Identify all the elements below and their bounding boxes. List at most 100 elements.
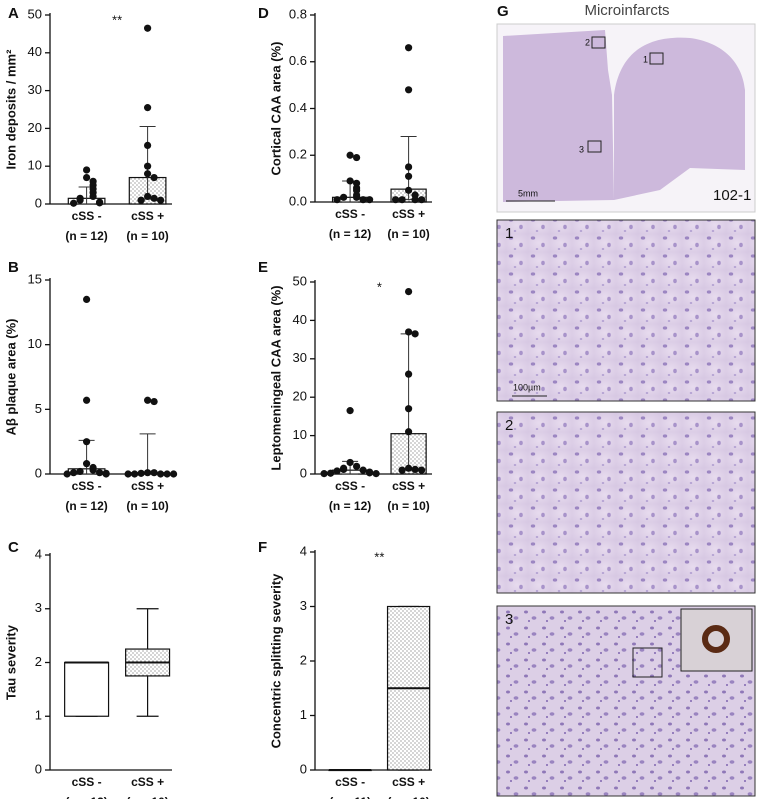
data-point xyxy=(83,166,91,174)
data-point xyxy=(392,196,400,204)
data-point xyxy=(83,438,91,446)
roi-label: 2 xyxy=(585,37,590,47)
y-tick-label: 20 xyxy=(293,389,307,404)
data-point xyxy=(405,186,413,194)
y-tick-label: 20 xyxy=(28,120,42,135)
x-tick-sublabel: (n = 12) xyxy=(329,499,371,513)
y-tick-label: 0.0 xyxy=(289,193,307,208)
panel-label: B xyxy=(8,259,19,276)
y-axis-label: Cortical CAA area (%) xyxy=(268,42,283,176)
data-point xyxy=(346,177,354,185)
x-tick-label: cSS + xyxy=(131,775,164,789)
x-tick-label: cSS - xyxy=(335,775,365,789)
y-tick-label: 0.2 xyxy=(289,147,307,162)
data-point xyxy=(405,464,413,472)
data-point xyxy=(372,470,380,478)
data-point xyxy=(411,465,419,473)
scale-label: 5mm xyxy=(518,188,538,198)
x-tick-sublabel: (n = 10) xyxy=(126,229,168,243)
data-point xyxy=(144,396,152,404)
chart: C 0 1 2 3 4 Tau severity cSS - (n = 12) cSS + (n =… xyxy=(3,539,172,804)
roi-box xyxy=(632,647,663,678)
micrograph xyxy=(496,219,756,402)
x-tick-sublabel: (n = 10) xyxy=(387,499,429,513)
x-tick-label: cSS + xyxy=(392,479,425,493)
data-point xyxy=(398,196,406,204)
y-tick-label: 5 xyxy=(35,401,42,416)
panel-title: Microinfarcts xyxy=(584,2,669,19)
data-point xyxy=(157,470,165,478)
x-tick-sublabel: (n = 10) xyxy=(387,227,429,241)
x-tick-label: cSS + xyxy=(392,775,425,789)
data-point xyxy=(320,470,328,478)
x-tick-label: cSS + xyxy=(131,479,164,493)
data-point xyxy=(96,469,104,477)
data-point xyxy=(405,405,413,413)
x-tick-label: cSS - xyxy=(335,207,365,221)
data-point xyxy=(137,196,145,204)
x-tick-label: cSS + xyxy=(392,207,425,221)
data-point xyxy=(70,199,78,207)
data-point xyxy=(150,173,158,182)
y-tick-label: 1 xyxy=(35,708,42,723)
chart: E 0 10 20 30 40 50 Leptomeningeal CAA area (%) c… xyxy=(258,259,432,513)
scale-label: 100µm xyxy=(513,382,541,392)
data-point xyxy=(83,295,91,303)
y-tick-label: 10 xyxy=(293,427,307,442)
y-tick-label: 50 xyxy=(28,6,42,21)
microscopy-panel: G Microinfarcts 2 1 3 5mm 102-1 1 100µm … xyxy=(496,2,756,797)
panel-label: E xyxy=(258,259,268,276)
case-id: 102-1 xyxy=(713,187,751,204)
data-point xyxy=(411,196,419,204)
y-tick-label: 0.4 xyxy=(289,100,307,115)
image-label: 3 xyxy=(505,611,513,628)
data-point xyxy=(340,465,348,473)
roi-box xyxy=(649,52,664,65)
data-point xyxy=(359,466,367,474)
x-tick-label: cSS + xyxy=(131,209,164,223)
x-tick-sublabel: (n = 10) xyxy=(126,795,168,799)
data-point xyxy=(333,196,341,204)
data-point xyxy=(340,193,348,201)
data-point xyxy=(398,466,406,474)
data-point xyxy=(83,396,91,404)
y-tick-label: 4 xyxy=(35,546,42,561)
data-point xyxy=(150,469,158,477)
x-tick-label: cSS - xyxy=(72,209,102,223)
y-tick-label: 2 xyxy=(35,654,42,669)
significance: * xyxy=(377,279,382,294)
data-point xyxy=(137,469,145,477)
data-point xyxy=(144,162,152,170)
y-tick-label: 50 xyxy=(293,273,307,288)
x-tick-sublabel: (n = 12) xyxy=(65,499,107,513)
data-point xyxy=(63,470,71,478)
y-tick-label: 0 xyxy=(35,761,42,776)
y-tick-label: 2 xyxy=(300,652,307,667)
x-tick-label: cSS - xyxy=(72,479,102,493)
image-label: 1 xyxy=(505,225,513,242)
data-point xyxy=(170,470,178,478)
significance: ** xyxy=(374,549,384,564)
data-point xyxy=(418,196,426,204)
micrograph xyxy=(496,411,756,594)
y-tick-label: 4 xyxy=(300,543,307,558)
data-point xyxy=(346,407,354,415)
data-point xyxy=(163,470,171,478)
data-point xyxy=(333,467,341,475)
x-tick-sublabel: (n = 12) xyxy=(65,229,107,243)
data-point xyxy=(327,469,335,477)
panel-label: D xyxy=(258,5,269,22)
box xyxy=(64,661,110,717)
data-point xyxy=(76,196,84,204)
data-point xyxy=(83,460,91,468)
data-point xyxy=(411,330,419,338)
y-axis-label: Concentric splitting severity xyxy=(268,573,283,749)
x-tick-sublabel: (n = 11) xyxy=(329,795,371,799)
data-point xyxy=(405,86,413,94)
data-point xyxy=(144,469,152,477)
inset-vessel xyxy=(702,625,730,653)
x-tick-label: cSS - xyxy=(72,775,102,789)
panel-label: A xyxy=(8,5,19,22)
data-point xyxy=(405,172,413,180)
